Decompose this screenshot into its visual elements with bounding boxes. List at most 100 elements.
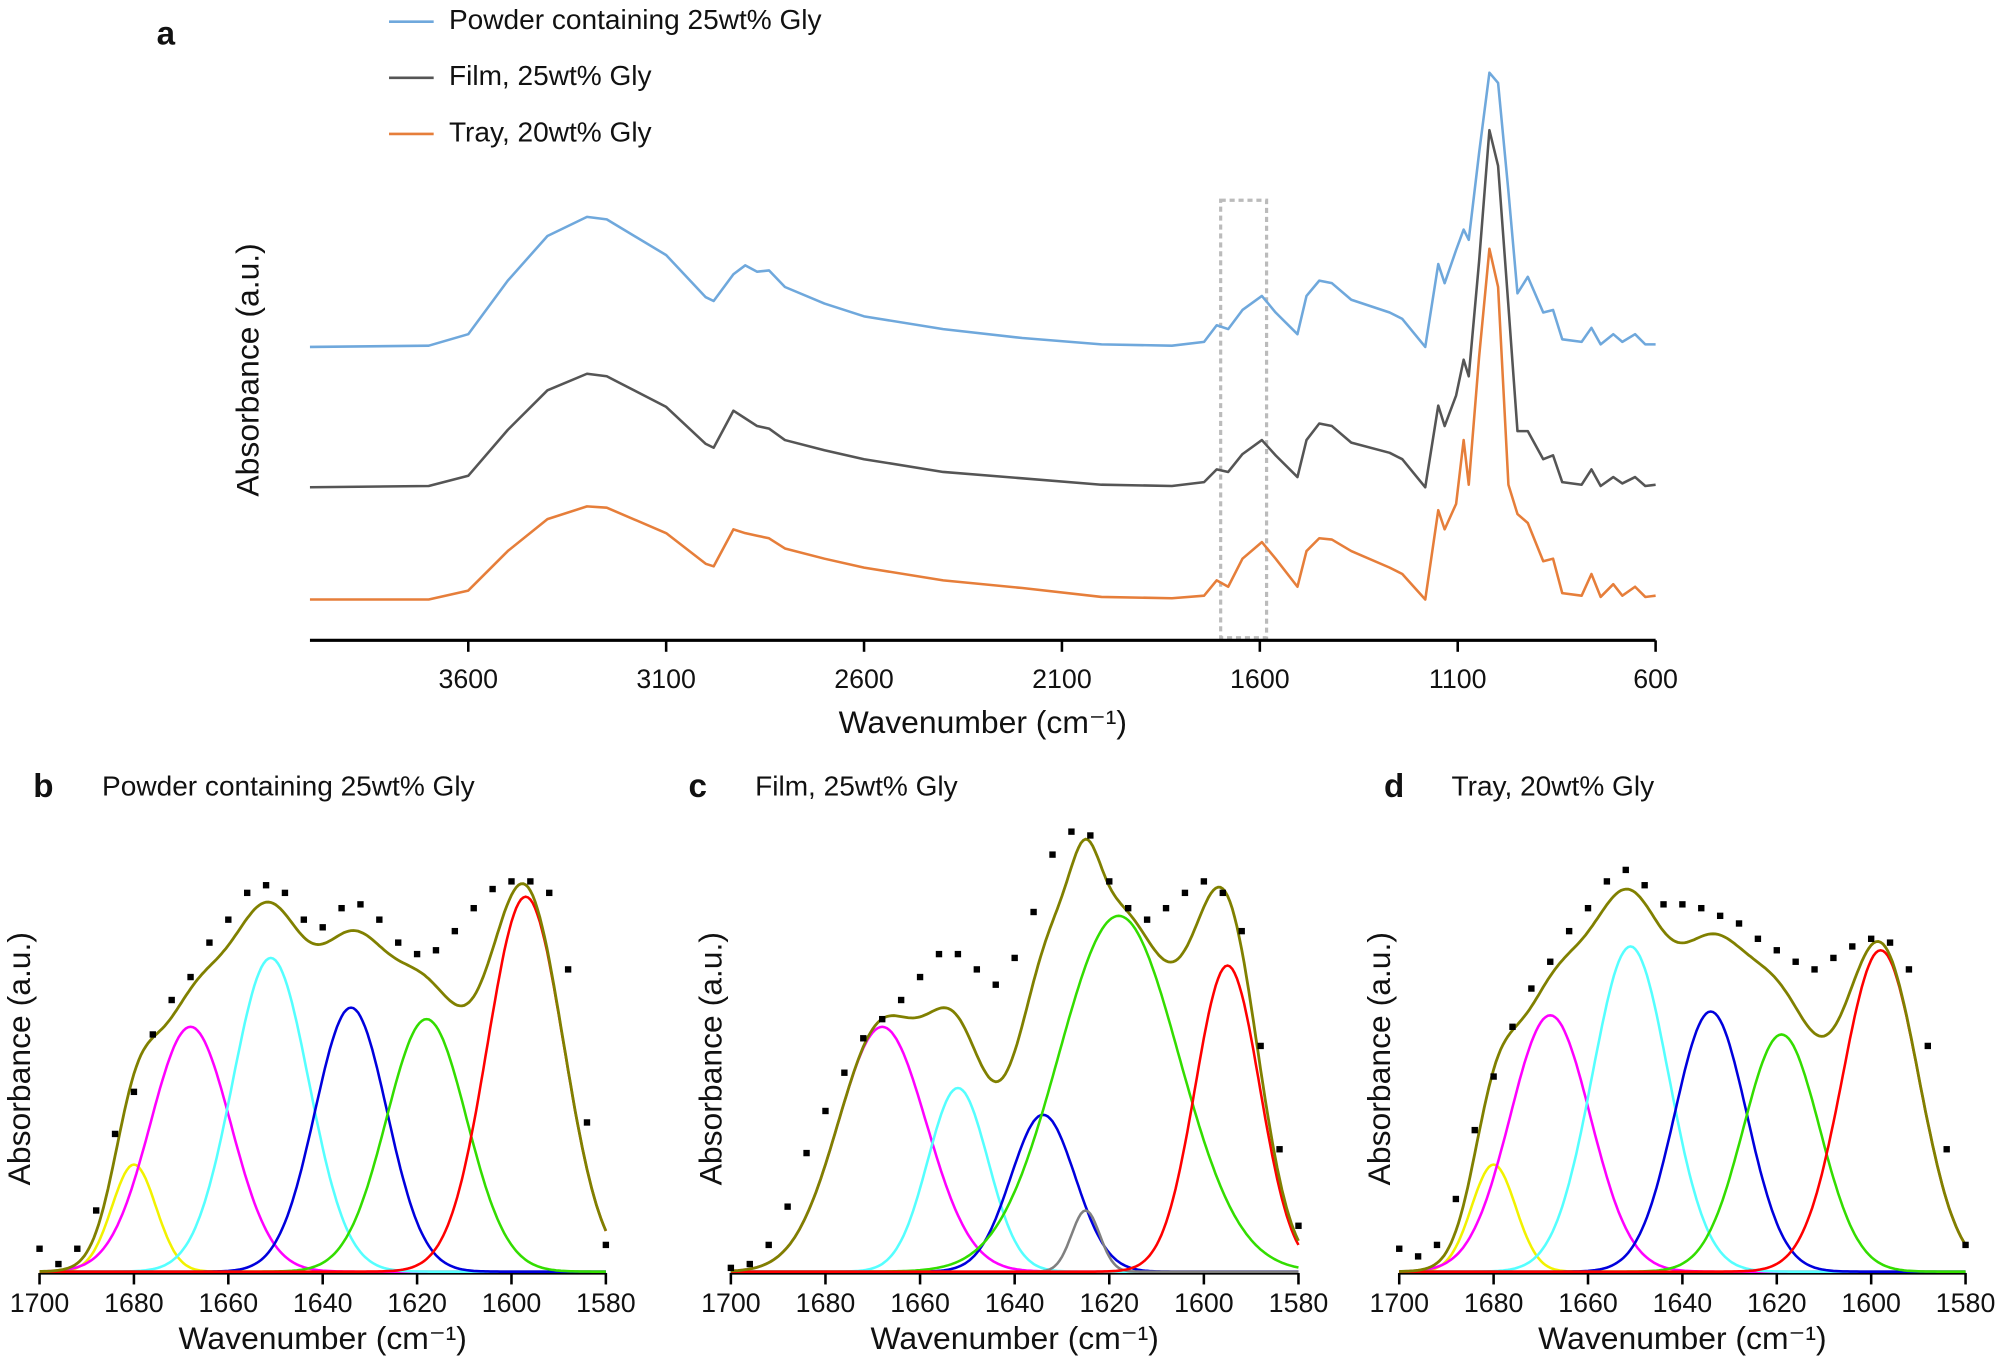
x-tick-label: 3600 (438, 664, 498, 694)
component-peak (730, 914, 1299, 1273)
data-point (784, 1203, 791, 1210)
panel-label: d (1384, 768, 1404, 805)
component-peak (1399, 1163, 1966, 1273)
x-tick-label: 1640 (985, 1288, 1045, 1318)
data-point (973, 966, 981, 973)
data-point (1773, 947, 1780, 954)
data-point (1660, 901, 1667, 908)
data-point (1849, 943, 1856, 950)
data-point (822, 1107, 829, 1115)
data-point (168, 996, 175, 1004)
data-point (55, 1260, 62, 1268)
x-tick-label: 1700 (701, 1288, 761, 1318)
x-tick-label: 1600 (1230, 664, 1290, 694)
y-axis-title: Absorbance (a.u.) (692, 932, 728, 1185)
data-point (1162, 904, 1170, 912)
data-point (1414, 1253, 1422, 1260)
data-point (1735, 920, 1743, 927)
data-point (1905, 966, 1913, 973)
x-tick-label: 1640 (293, 1288, 353, 1318)
legend-label: Film, 25wt% Gly (449, 60, 652, 91)
data-point (357, 901, 364, 908)
data-point (1924, 1042, 1931, 1050)
data-point (36, 1245, 43, 1252)
data-point (376, 916, 383, 923)
x-tick-label: 1620 (1747, 1288, 1807, 1318)
component-peak (730, 964, 1300, 1273)
x-tick-label: 1680 (796, 1288, 856, 1318)
component-peak (1399, 948, 1967, 1273)
x-tick-label: 3100 (636, 664, 696, 694)
component-peak (1399, 1033, 1966, 1273)
data-point (583, 1119, 591, 1126)
x-tick-label: 1660 (1558, 1288, 1618, 1318)
data-point (262, 882, 270, 889)
component-peak (730, 1025, 1299, 1273)
data-point (1433, 1241, 1441, 1249)
data-point (602, 1241, 610, 1249)
data-point (1030, 908, 1037, 916)
y-axis-title: Absorbance (a.u.) (229, 243, 265, 496)
data-point (111, 1130, 119, 1138)
data-point (508, 878, 515, 885)
x-tick-label: 1660 (199, 1288, 259, 1318)
data-point (451, 927, 459, 935)
data-point (489, 885, 496, 893)
data-point (1087, 832, 1094, 839)
data-point (841, 1069, 848, 1076)
data-point (954, 950, 962, 958)
data-point (1716, 912, 1724, 920)
data-point (1452, 1195, 1460, 1203)
data-point (1219, 889, 1226, 897)
data-point (338, 904, 345, 912)
data-point (916, 973, 924, 981)
data-point (149, 1031, 156, 1038)
x-tick-label: 1620 (1079, 1288, 1139, 1318)
data-point (1811, 966, 1818, 973)
data-point (1754, 935, 1762, 942)
data-point (92, 1207, 100, 1214)
component-peak (39, 1006, 606, 1273)
data-point (765, 1241, 772, 1249)
data-point (1603, 878, 1611, 885)
data-point (413, 950, 421, 958)
x-axis-title: Wavenumber (cm⁻¹) (839, 704, 1127, 740)
x-tick-label: 1600 (1841, 1288, 1901, 1318)
data-point (1276, 1146, 1283, 1153)
data-point (1886, 939, 1894, 946)
fit-curve (1399, 887, 1967, 1273)
data-point (1792, 958, 1799, 965)
x-tick-label: 1600 (482, 1288, 542, 1318)
data-point (746, 1260, 753, 1268)
data-point (1471, 1126, 1478, 1134)
panel-title: Powder containing 25wt% Gly (102, 771, 475, 802)
data-point (1584, 904, 1592, 912)
data-point (803, 1149, 810, 1157)
data-point (1547, 958, 1554, 965)
data-point (935, 950, 943, 958)
legend-label: Tray, 20wt% Gly (449, 116, 652, 147)
panel-label: b (33, 768, 53, 805)
x-tick-label: 1680 (104, 1288, 164, 1318)
data-point (1295, 1222, 1302, 1229)
data-point (225, 916, 232, 923)
data-point (1698, 904, 1705, 912)
data-point (281, 889, 289, 897)
data-point (879, 1015, 886, 1023)
data-point (1143, 916, 1151, 923)
panel-title: Tray, 20wt% Gly (1452, 771, 1655, 802)
x-tick-label: 1100 (1429, 664, 1487, 694)
panel-label: a (157, 15, 176, 52)
component-peak (730, 1086, 1299, 1273)
data-point (470, 904, 477, 912)
data-point (1181, 889, 1189, 897)
y-axis-title: Absorbance (a.u.) (1, 932, 37, 1185)
data-point (1679, 901, 1686, 908)
data-point (527, 878, 534, 885)
data-point (244, 889, 251, 897)
data-point (1641, 882, 1648, 889)
data-point (187, 973, 194, 981)
x-tick-label: 1600 (1174, 1288, 1234, 1318)
